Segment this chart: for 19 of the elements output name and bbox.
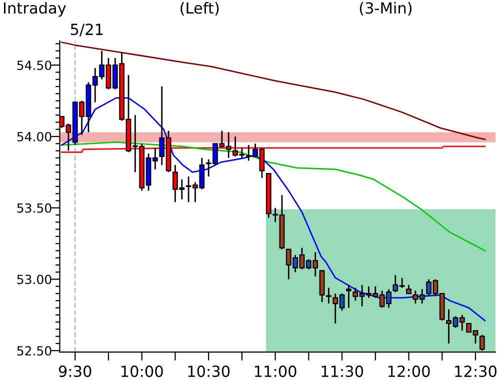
y-tick-label: 54.50: [17, 60, 52, 70]
x-tick-label: 10:00: [122, 366, 163, 378]
line-series: [61, 42, 486, 140]
y-tick-label: 53.00: [17, 274, 52, 284]
text: 5/21: [70, 24, 103, 36]
text: (3-Min): [360, 2, 412, 16]
x-tick-label: 12:30: [455, 366, 496, 378]
x-tick-label: 10:30: [188, 366, 230, 378]
chart-title: Intraday: [4, 2, 66, 17]
text: (Left): [180, 2, 219, 16]
y-tick-label: 53.50: [17, 203, 52, 213]
candlestick: [346, 284, 352, 308]
x-tick-label: 12:00: [388, 366, 430, 378]
x-tick-label: 11:30: [322, 366, 364, 378]
line-series: [61, 142, 486, 252]
y-tick-label: 52.50: [17, 346, 52, 356]
x-tick-label: 11:00: [254, 366, 296, 378]
x-tick-label: 9:30: [58, 366, 92, 378]
y-tick-label: 54.00: [17, 132, 52, 142]
